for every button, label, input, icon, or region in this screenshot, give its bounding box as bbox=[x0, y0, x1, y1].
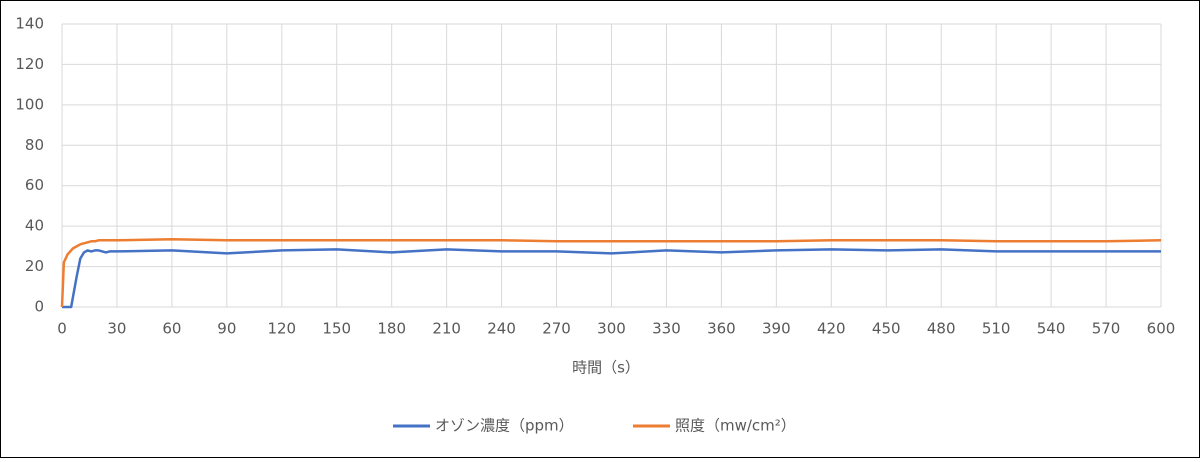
series-line bbox=[60, 238, 1162, 308]
legend-label: オゾン濃度（ppm） bbox=[435, 417, 574, 435]
x-tick-label: 30 bbox=[107, 320, 126, 338]
x-tick-label: 0 bbox=[57, 320, 67, 338]
y-tick-label: 100 bbox=[15, 95, 44, 113]
x-tick-label: 60 bbox=[162, 320, 181, 338]
y-tick-label: 80 bbox=[25, 136, 44, 154]
legend-label: 照度（mw/cm²） bbox=[675, 417, 796, 435]
y-tick-label: 60 bbox=[25, 176, 44, 194]
x-tick-label: 450 bbox=[872, 320, 901, 338]
y-tick-label: 0 bbox=[34, 298, 44, 316]
x-tick-label: 300 bbox=[597, 320, 626, 338]
x-tick-label: 330 bbox=[652, 320, 681, 338]
y-tick-label: 40 bbox=[25, 217, 44, 235]
series-line bbox=[62, 248, 1161, 309]
x-tick-label: 180 bbox=[377, 320, 406, 338]
x-tick-label: 390 bbox=[762, 320, 791, 338]
x-tick-label: 240 bbox=[487, 320, 516, 338]
x-tick-label: 420 bbox=[817, 320, 846, 338]
x-tick-label: 90 bbox=[217, 320, 236, 338]
x-tick-label: 150 bbox=[322, 320, 351, 338]
y-tick-label: 120 bbox=[15, 55, 44, 73]
x-tick-label: 570 bbox=[1092, 320, 1121, 338]
x-axis-label: 時間（s） bbox=[572, 359, 640, 377]
y-tick-label: 140 bbox=[15, 15, 44, 33]
x-tick-label: 480 bbox=[927, 320, 956, 338]
x-tick-label: 210 bbox=[432, 320, 461, 338]
x-tick-label: 360 bbox=[707, 320, 736, 338]
x-tick-label: 120 bbox=[267, 320, 296, 338]
y-tick-label: 20 bbox=[25, 257, 44, 275]
x-tick-label: 540 bbox=[1037, 320, 1066, 338]
x-tick-label: 600 bbox=[1147, 320, 1176, 338]
x-tick-label: 510 bbox=[982, 320, 1011, 338]
x-tick-label: 270 bbox=[542, 320, 571, 338]
